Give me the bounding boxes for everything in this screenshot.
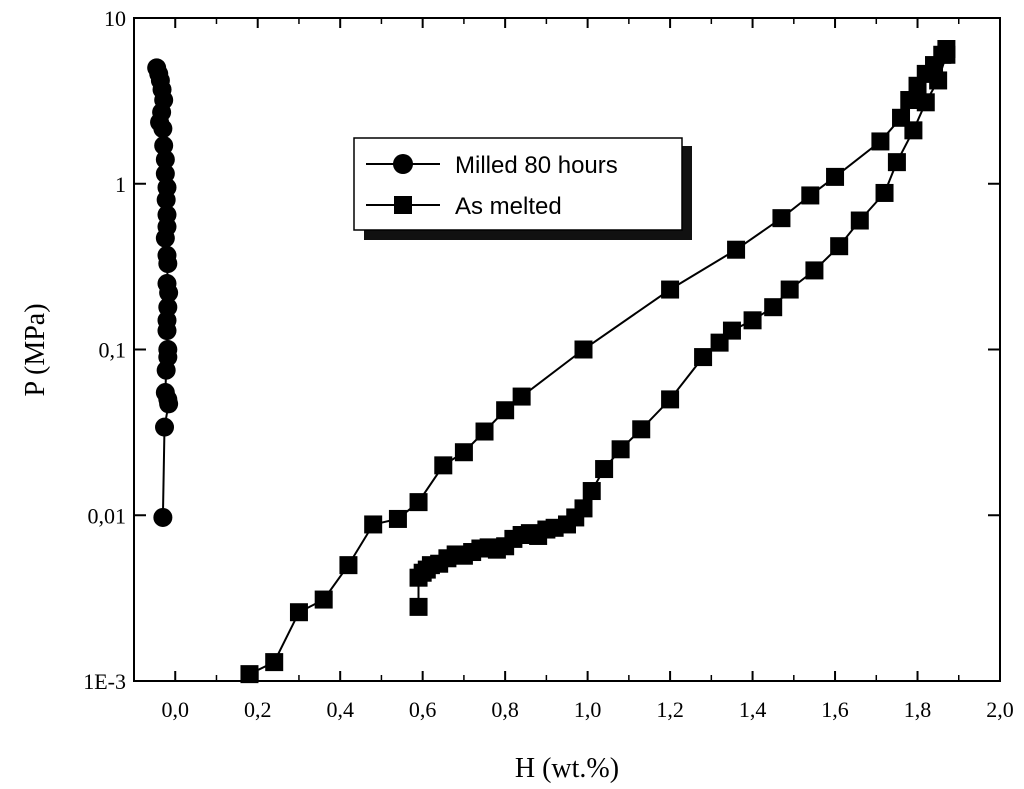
series-layer: [147, 40, 956, 684]
data-point-milled-80-hours: [158, 254, 178, 274]
x-tick-label: 0,0: [161, 697, 189, 722]
data-point-milled-80-hours: [156, 360, 176, 380]
y-tick-label: 10: [104, 6, 126, 31]
x-axis-title: H (wt.%): [515, 753, 619, 784]
data-point-as-melted: [409, 493, 428, 512]
data-point-as-melted: [772, 209, 791, 228]
data-point-as-melted: [805, 261, 824, 280]
data-point-as-melted: [900, 91, 919, 110]
x-tick-label: 1,0: [574, 697, 602, 722]
data-point-as-melted: [289, 603, 308, 622]
data-point-as-melted: [929, 71, 948, 90]
data-point-as-melted: [595, 460, 614, 479]
data-point-as-melted: [611, 440, 630, 459]
data-point-as-melted: [632, 420, 651, 439]
data-point-as-melted: [454, 443, 473, 462]
data-point-as-melted: [364, 515, 383, 534]
y-tick-label: 0,1: [99, 338, 127, 363]
data-point-as-melted: [743, 311, 762, 330]
data-point-milled-80-hours: [153, 507, 173, 527]
data-point-as-melted: [409, 597, 428, 616]
x-tick-label: 0,6: [409, 697, 437, 722]
x-tick-label: 2,0: [986, 697, 1014, 722]
data-point-as-melted: [904, 121, 923, 140]
legend: Milled 80 hours As melted: [353, 137, 692, 240]
x-tick-label: 1,8: [904, 697, 932, 722]
data-point-as-melted: [850, 211, 869, 230]
x-tick-label: 0,8: [491, 697, 519, 722]
data-point-as-melted: [764, 298, 783, 317]
data-point-as-melted: [871, 132, 890, 151]
data-point-milled-80-hours: [157, 321, 177, 341]
legend-label-milled: Milled 80 hours: [455, 152, 618, 179]
data-point-as-melted: [937, 45, 956, 64]
data-point-as-melted: [887, 153, 906, 172]
y-tick-label: 1: [115, 172, 126, 197]
data-point-as-melted: [727, 240, 746, 259]
data-point-as-melted: [574, 499, 593, 518]
data-point-milled-80-hours: [154, 136, 174, 156]
plot-frame: [133, 17, 1001, 682]
x-tick-label: 0,2: [244, 697, 272, 722]
x-tick-label: 1,4: [739, 697, 767, 722]
y-tick-label: 0,01: [88, 503, 127, 528]
data-point-as-melted: [661, 390, 680, 409]
y-axis-title: P (MPa): [20, 303, 51, 396]
data-point-as-melted: [582, 482, 601, 501]
data-point-as-melted: [240, 665, 259, 684]
data-point-as-melted: [339, 556, 358, 575]
data-point-as-melted: [496, 401, 515, 420]
legend-marker-melted: [394, 196, 412, 214]
data-point-as-melted: [722, 321, 741, 340]
y-tick-label: 1E-3: [83, 669, 126, 694]
data-point-as-melted: [661, 280, 680, 299]
legend-label-melted: As melted: [455, 193, 562, 220]
data-point-as-melted: [314, 590, 333, 609]
data-point-as-melted: [265, 653, 284, 672]
tick-labels: 0,0 0,2 0,4 0,6 0,8 1,0 1,2 1,4 1,6 1,8 2,0 1E-3 0,0…: [83, 6, 1014, 722]
data-point-milled-80-hours: [153, 119, 173, 139]
legend-box: [353, 137, 683, 231]
legend-marker-milled: [393, 154, 413, 174]
x-tick-label: 0,4: [326, 697, 354, 722]
data-point-as-melted: [475, 422, 494, 441]
data-point-milled-80-hours: [155, 228, 175, 248]
data-point-as-melted: [434, 456, 453, 475]
data-point-as-melted: [694, 348, 713, 367]
data-point-as-melted: [801, 186, 820, 205]
data-point-as-melted: [574, 340, 593, 359]
data-point-as-melted: [875, 183, 894, 202]
data-point-milled-80-hours: [155, 417, 175, 437]
data-point-milled-80-hours: [156, 190, 176, 210]
data-point-as-melted: [826, 167, 845, 186]
data-point-milled-80-hours: [155, 150, 175, 170]
data-point-milled-80-hours: [159, 394, 179, 414]
data-point-as-melted: [916, 93, 935, 112]
data-point-as-melted: [388, 509, 407, 528]
x-tick-label: 1,6: [821, 697, 849, 722]
data-point-milled-80-hours: [155, 164, 175, 184]
data-point-milled-80-hours: [159, 283, 179, 303]
data-point-as-melted: [830, 237, 849, 256]
data-point-as-melted: [780, 280, 799, 299]
x-tick-label: 1,2: [656, 697, 684, 722]
data-point-as-melted: [512, 387, 531, 406]
